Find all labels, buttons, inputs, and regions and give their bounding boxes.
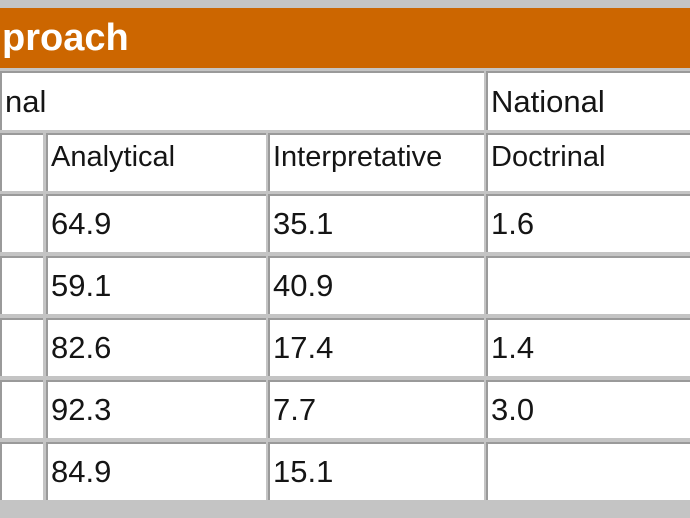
table-cell: 17.4 [268,318,484,376]
group-header: nal [0,71,484,130]
table-cell [486,256,690,314]
table-cell: 92.3 [46,380,266,438]
column-header [0,133,43,191]
column-header: Interpretative [268,133,484,191]
table-cell: 7.7 [268,380,484,438]
row-cell [0,380,43,438]
table-title: proach [0,8,690,68]
row-cell [0,442,43,500]
row-cell [0,194,43,252]
column-header: Analytical [46,133,266,191]
table-cell [486,442,690,500]
table-cell: 15.1 [268,442,484,500]
table-cell: 82.6 [46,318,266,376]
row-cell [0,256,43,314]
table-cell: 1.6 [486,194,690,252]
row-cell [0,318,43,376]
table-cell: 3.0 [486,380,690,438]
table-cell: 84.9 [46,442,266,500]
column-header: Doctrinal [486,133,690,191]
table-cell: 1.4 [486,318,690,376]
table-cell: 35.1 [268,194,484,252]
group-header: National [486,71,690,130]
table-cell: 64.9 [46,194,266,252]
table-cell: 59.1 [46,256,266,314]
table-cell: 40.9 [268,256,484,314]
